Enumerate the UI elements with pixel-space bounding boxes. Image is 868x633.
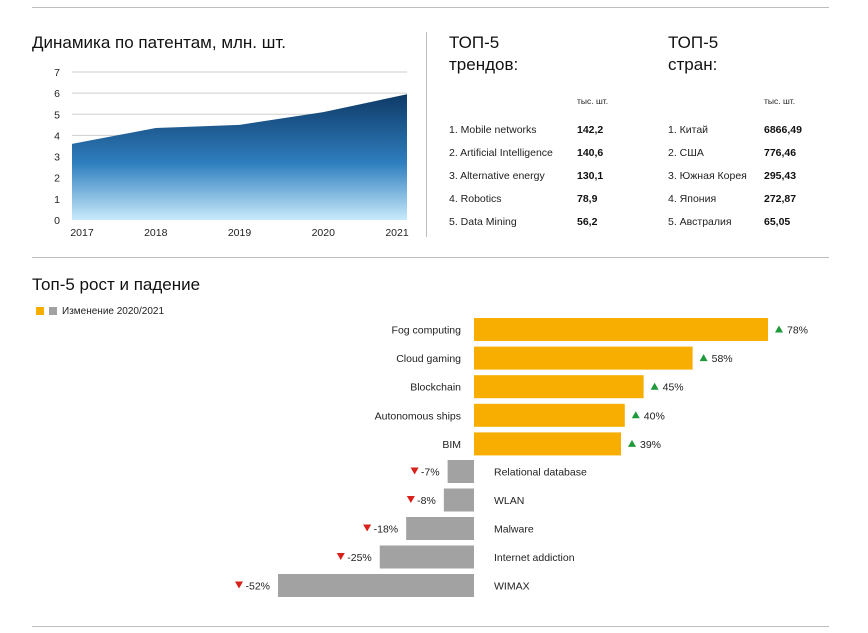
- decline-bar-label: Relational database: [494, 467, 587, 479]
- trends-unit: тыс. шт.: [577, 96, 609, 106]
- patents-chart-title: Динамика по патентам, млн. шт.: [32, 33, 287, 52]
- countries-title-line2: стран:: [668, 55, 718, 74]
- middle-divider: [32, 257, 829, 258]
- x-tick-label: 2018: [144, 227, 168, 239]
- up-arrow-icon: [699, 354, 708, 362]
- trends-title-line1: ТОП-5: [449, 33, 500, 52]
- trend-row-value: 130,1: [577, 170, 604, 182]
- trend-row-label: 5. Data Mining: [449, 216, 517, 228]
- y-tick-label: 2: [54, 173, 60, 185]
- up-arrow-icon: [650, 382, 659, 390]
- growth-bar: [474, 432, 621, 456]
- growth-bar: [474, 375, 644, 399]
- decline-bar: [443, 488, 474, 512]
- country-row-label: 3. Южная Корея: [668, 170, 747, 182]
- trend-row-label: 2. Artificial Intelligence: [449, 147, 553, 159]
- growth-value-label: 78%: [787, 325, 808, 337]
- trends-title-line2: трендов:: [449, 55, 519, 74]
- growth-bar: [474, 403, 625, 427]
- y-tick-label: 4: [54, 130, 60, 142]
- growth-bar: [474, 346, 693, 370]
- growth-value-label: 45%: [663, 382, 684, 394]
- top-divider: [32, 7, 829, 8]
- trend-row-value: 78,9: [577, 193, 598, 205]
- decline-bar-label: Internet addiction: [494, 552, 575, 564]
- growth-value-label: 39%: [640, 439, 661, 451]
- vertical-divider: [426, 32, 427, 237]
- legend-decline-swatch: [49, 307, 57, 316]
- decline-value-label: -52%: [245, 581, 270, 593]
- country-row-value: 295,43: [764, 170, 797, 182]
- up-arrow-icon: [631, 411, 640, 419]
- growth-value-label: 40%: [644, 410, 665, 422]
- country-row-value: 65,05: [764, 216, 791, 228]
- y-tick-label: 1: [54, 194, 60, 206]
- decline-bar: [278, 574, 474, 597]
- y-tick-label: 7: [54, 67, 60, 79]
- down-arrow-icon: [406, 496, 415, 503]
- country-row-label: 1. Китай: [668, 124, 709, 136]
- up-arrow-icon: [628, 439, 636, 447]
- countries-title-line1: ТОП-5: [668, 33, 719, 52]
- x-tick-label: 2020: [312, 227, 336, 239]
- growth-bar-label: Fog computing: [392, 325, 462, 337]
- trend-row-label: 1. Mobile networks: [449, 124, 537, 136]
- country-row-value: 776,46: [764, 147, 797, 159]
- down-arrow-icon: [410, 467, 419, 475]
- y-tick-label: 5: [54, 109, 60, 121]
- decline-value-label: -18%: [374, 524, 399, 536]
- decline-bar-label: WIMAX: [494, 581, 530, 593]
- down-arrow-icon: [363, 524, 372, 532]
- countries-unit: тыс. шт.: [764, 96, 796, 106]
- decline-bar: [406, 517, 474, 540]
- patents-area: [72, 94, 407, 220]
- decline-bar-label: Malware: [494, 524, 534, 536]
- country-row-value: 6866,49: [764, 124, 802, 136]
- growth-bar-label: Cloud gaming: [396, 353, 461, 365]
- trend-row-value: 140,6: [577, 147, 604, 159]
- country-row-label: 2. США: [668, 147, 704, 159]
- bottom-divider: [32, 626, 829, 627]
- y-tick-label: 6: [54, 88, 60, 100]
- country-row-label: 5. Австралия: [668, 216, 732, 228]
- country-row-label: 4. Япония: [668, 193, 717, 205]
- decline-value-label: -25%: [347, 552, 372, 564]
- legend-label: Изменение 2020/2021: [62, 306, 165, 317]
- down-arrow-icon: [336, 553, 345, 560]
- decline-bar-label: WLAN: [494, 495, 524, 507]
- decline-value-label: -7%: [421, 467, 440, 479]
- growth-bar-label: Autonomous ships: [375, 410, 461, 422]
- legend-growth-swatch: [36, 307, 44, 316]
- trend-row-label: 3. Alternative energy: [449, 170, 545, 182]
- down-arrow-icon: [235, 581, 243, 589]
- growth-value-label: 58%: [712, 353, 733, 365]
- country-row-value: 272,87: [764, 193, 797, 205]
- x-tick-label: 2017: [70, 227, 94, 239]
- trend-row-value: 56,2: [577, 216, 598, 228]
- decline-bar: [447, 460, 474, 483]
- growth-bar-label: Blockchain: [410, 382, 461, 394]
- growth-decline-legend: Изменение 2020/2021: [36, 306, 164, 317]
- trend-row-label: 4. Robotics: [449, 193, 502, 205]
- growth-bar-label: BIM: [442, 439, 461, 451]
- growth-decline-title: Топ-5 рост и падение: [32, 275, 201, 294]
- decline-value-label: -8%: [417, 495, 436, 507]
- y-tick-label: 3: [54, 152, 60, 164]
- y-tick-label: 0: [54, 215, 60, 227]
- trend-row-value: 142,2: [577, 124, 604, 136]
- x-tick-label: 2021: [385, 227, 409, 239]
- decline-bar: [379, 545, 474, 569]
- x-tick-label: 2019: [228, 227, 252, 239]
- growth-bar: [474, 318, 768, 341]
- up-arrow-icon: [775, 325, 783, 333]
